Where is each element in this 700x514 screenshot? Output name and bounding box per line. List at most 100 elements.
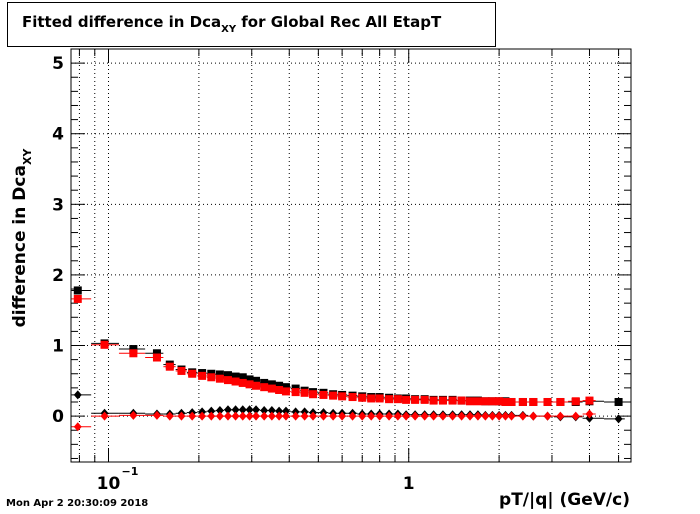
square-point [385,395,394,404]
diamond-point [245,405,254,415]
square-point [129,349,138,358]
axis-ticks [71,48,631,462]
square-point [281,383,290,392]
diamond-point [358,411,367,421]
diamond-point [309,411,318,421]
diamond-point [473,411,482,421]
diamond-point [245,411,254,421]
square-point [267,384,276,393]
diamond-point [260,405,269,415]
title-main: Fitted difference in Dca [22,13,222,31]
diamond-point [585,409,594,419]
diamond-point [215,405,224,415]
diamond-point [481,411,490,421]
diamond-point [495,411,504,421]
diamond-point [556,411,565,421]
square-point [571,397,580,406]
diamond-point [231,411,240,421]
square-point [252,381,261,390]
square-point [291,388,300,397]
square-point [543,397,552,406]
square-point [367,394,376,403]
square-point [231,377,240,386]
diamond-point [238,411,247,421]
square-point [338,392,347,401]
chart-title: Fitted difference in DcaXY for Global Re… [22,13,441,35]
square-point [481,397,490,406]
diamond-point [529,411,538,421]
square-point [152,353,161,362]
square-point [223,376,232,385]
square-point [215,374,224,383]
diamond-point [518,411,527,421]
title-subscript: XY [221,24,237,35]
diamond-point [281,406,290,416]
diamond-point [177,411,186,421]
square-point [473,397,482,406]
square-point [188,369,197,378]
square-point [420,395,429,404]
square-point [466,397,475,406]
diamond-point [571,411,580,421]
diamond-point [188,411,197,421]
plot-frame [70,48,632,463]
square-point [300,388,309,397]
diamond-point [429,411,438,421]
square-point [529,397,538,406]
y-axis-label: difference in DcaXY [10,149,34,328]
diamond-point [338,411,347,421]
x-tick-label: 1 [403,474,415,494]
y-tick-label: 2 [52,266,64,286]
square-point [309,390,318,399]
square-point [393,395,402,404]
square-point [585,396,594,405]
diamond-point [238,405,247,415]
diamond-point [402,411,411,421]
diamond-point [275,411,284,421]
square-point [375,394,384,403]
diamond-point [275,406,284,416]
square-point [429,396,438,405]
diamond-point [291,411,300,421]
diamond-point [281,411,290,421]
square-point [207,373,216,382]
square-point [457,396,466,405]
diamond-point [207,406,216,416]
x-axis-label: pT/|q| (GeV/c) [499,490,630,510]
title-rest: for Global Rec All EtapT [236,13,442,31]
y-axis-label-subscript: XY [21,148,34,166]
square-point [198,371,207,380]
diamond-point [448,411,457,421]
square-point [100,340,109,349]
diamond-point [375,411,384,421]
square-point [245,380,254,389]
diamond-point [488,411,497,421]
diamond-point [385,411,394,421]
timestamp: Mon Apr 2 20:30:09 2018 [6,498,149,509]
data-marks [71,286,625,432]
square-point [260,378,269,387]
square-point [275,385,284,394]
diamond-point [165,411,174,421]
square-point [275,381,284,390]
square-point [507,397,516,406]
square-point [348,393,357,402]
y-tick-label: 5 [52,54,64,74]
square-point [556,397,565,406]
diamond-point [501,411,510,421]
diamond-point [223,405,232,415]
diamond-point [329,411,338,421]
diamond-point [393,411,402,421]
square-point [152,349,161,358]
square-point [223,371,232,380]
y-axis-label-main: difference in Dca [10,165,30,328]
square-point [165,362,174,371]
square-point [129,345,138,354]
tick-labels: 0 1 2 3 4 5 10−1 1 [52,54,414,494]
y-tick-label: 3 [52,195,64,215]
y-tick-label: 0 [52,407,64,427]
diamond-point [100,411,109,421]
square-point [319,390,328,399]
y-tick-label: 1 [52,337,64,357]
diamond-point [267,405,276,415]
